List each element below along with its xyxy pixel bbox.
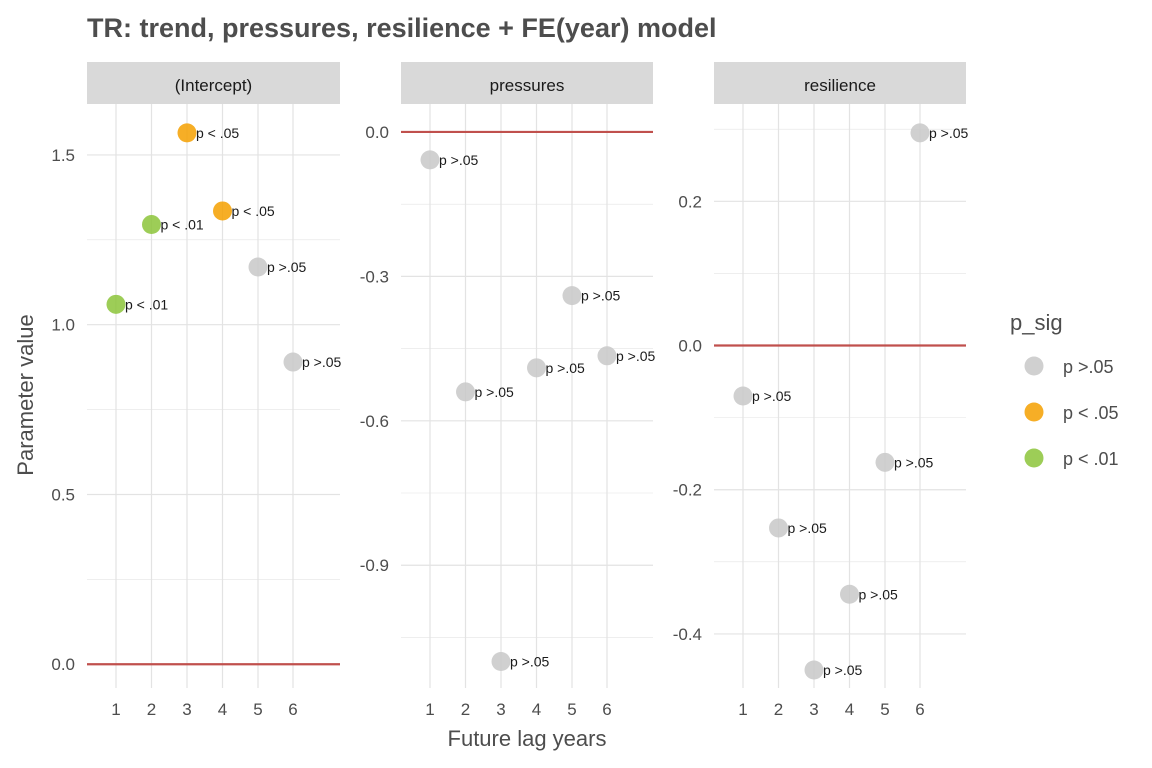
data-point-label: p >.05 <box>788 520 828 536</box>
y-axis-title: Parameter value <box>13 314 38 475</box>
legend-label: p < .01 <box>1063 449 1119 469</box>
data-point-label: p < .01 <box>125 296 168 312</box>
x-tick-label: 2 <box>147 700 156 719</box>
data-point-label: p >.05 <box>267 259 307 275</box>
x-tick-label: 2 <box>774 700 783 719</box>
x-tick-label: 4 <box>218 700 227 719</box>
data-point-label: p >.05 <box>929 125 969 141</box>
data-point <box>733 386 753 406</box>
y-tick-label: 0.0 <box>365 123 389 142</box>
x-tick-label: 1 <box>425 700 434 719</box>
data-point <box>456 382 475 402</box>
data-point-label: p >.05 <box>616 348 656 364</box>
data-point <box>213 201 232 221</box>
legend-key <box>1024 402 1044 422</box>
facet-strip-label: resilience <box>804 76 876 95</box>
data-point <box>597 346 617 366</box>
x-tick-label: 6 <box>602 700 611 719</box>
data-point <box>420 150 440 170</box>
legend-label: p >.05 <box>1063 357 1114 377</box>
data-point-label: p < .05 <box>232 203 275 219</box>
x-tick-label: 5 <box>253 700 262 719</box>
data-point-label: p >.05 <box>439 152 479 168</box>
y-tick-label: 0.2 <box>678 192 702 211</box>
data-point <box>142 215 161 235</box>
y-tick-label: -0.4 <box>673 625 702 644</box>
legend: p_sig p >.05 p < .05 p < .01 <box>1010 310 1119 469</box>
data-point-label: p < .05 <box>196 125 239 141</box>
x-tick-label: 6 <box>288 700 297 719</box>
data-point <box>562 286 582 306</box>
facet-panel: pressures 0.0 -0.3 -0.6 -0.9 1 2 3 4 5 6 p >.05 p >.… <box>360 62 656 719</box>
data-point <box>527 358 546 378</box>
data-point-label: p >.05 <box>510 654 550 670</box>
data-point-label: p >.05 <box>823 662 863 678</box>
x-tick-label: 5 <box>567 700 576 719</box>
y-tick-label: -0.2 <box>673 481 702 500</box>
legend-key <box>1024 448 1044 468</box>
x-tick-label: 5 <box>880 700 889 719</box>
data-point-label: p >.05 <box>475 384 515 400</box>
y-tick-label: -0.6 <box>360 412 389 431</box>
data-point <box>875 452 895 472</box>
y-tick-label: -0.9 <box>360 556 389 575</box>
facet-panels: (Intercept) 0.0 0.5 1.0 1.5 1 2 3 4 5 6 p < .01 p < … <box>51 62 969 719</box>
x-tick-label: 4 <box>532 700 541 719</box>
data-point-label: p >.05 <box>546 360 586 376</box>
data-point <box>106 294 126 314</box>
data-point-label: p >.05 <box>752 388 792 404</box>
data-point <box>248 257 268 277</box>
x-tick-label: 2 <box>461 700 470 719</box>
x-tick-label: 3 <box>809 700 818 719</box>
y-tick-label: 1.0 <box>51 316 75 335</box>
y-tick-label: 1.5 <box>51 146 75 165</box>
data-point-label: p >.05 <box>302 354 342 370</box>
y-tick-label: 0.0 <box>51 655 75 674</box>
y-tick-label: 0.0 <box>678 337 702 356</box>
x-tick-label: 3 <box>182 700 191 719</box>
data-point <box>804 660 824 680</box>
x-tick-label: 1 <box>111 700 120 719</box>
facet-strip <box>87 62 340 104</box>
facet-panel: resilience 0.2 0.0 -0.2 -0.4 1 2 3 4 5 6 p >.05 p >.… <box>673 62 969 719</box>
facet-strip-label: (Intercept) <box>175 76 252 95</box>
x-tick-label: 4 <box>845 700 854 719</box>
data-point-label: p >.05 <box>894 454 934 470</box>
data-point <box>491 652 511 672</box>
facet-strip <box>401 62 653 104</box>
facet-panel: (Intercept) 0.0 0.5 1.0 1.5 1 2 3 4 5 6 p < .01 p < … <box>51 62 342 719</box>
y-tick-label: 0.5 <box>51 485 75 504</box>
facet-strip-label: pressures <box>490 76 565 95</box>
data-point-label: p < .01 <box>161 217 204 233</box>
x-tick-label: 1 <box>738 700 747 719</box>
facet-strip <box>714 62 966 104</box>
data-point <box>840 584 859 604</box>
legend-title: p_sig <box>1010 310 1063 335</box>
data-point-label: p >.05 <box>581 288 621 304</box>
x-axis-title: Future lag years <box>448 726 607 751</box>
legend-key <box>1024 356 1044 376</box>
x-tick-label: 6 <box>915 700 924 719</box>
x-tick-label: 3 <box>496 700 505 719</box>
data-point <box>769 518 788 538</box>
legend-label: p < .05 <box>1063 403 1119 423</box>
chart-title: TR: trend, pressures, resilience + FE(ye… <box>87 13 716 43</box>
y-tick-label: -0.3 <box>360 267 389 286</box>
data-point <box>910 123 930 143</box>
data-point <box>283 352 303 372</box>
data-point-label: p >.05 <box>859 586 899 602</box>
data-point <box>177 123 197 143</box>
